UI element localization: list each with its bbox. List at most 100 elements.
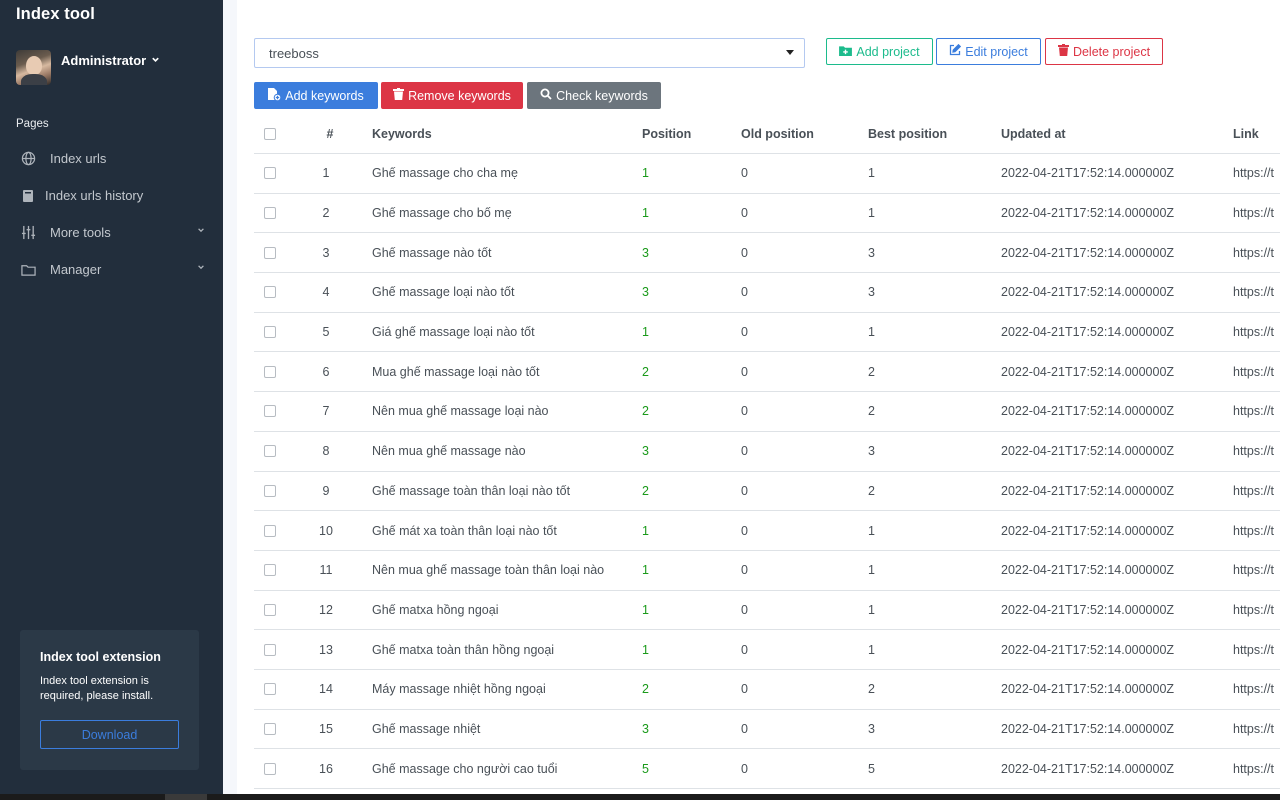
- sidebar-item-more-tools[interactable]: More tools: [0, 214, 223, 251]
- extension-card: Index tool extension Index tool extensio…: [20, 630, 199, 770]
- old-position-cell: 0: [741, 364, 748, 379]
- header-updated-at[interactable]: Updated at: [1001, 127, 1066, 141]
- best-position-cell: 1: [868, 206, 875, 221]
- link-cell[interactable]: https://t: [1233, 483, 1274, 498]
- row-number: 8: [322, 444, 330, 459]
- link-cell[interactable]: https://t: [1233, 682, 1274, 697]
- row-checkbox[interactable]: [264, 564, 276, 577]
- add-keywords-button[interactable]: Add keywords: [254, 82, 378, 109]
- project-select[interactable]: treeboss: [254, 38, 805, 68]
- position-cell: 1: [642, 523, 649, 538]
- keyword-cell: Ghế massage toàn thân loại nào tốt: [372, 483, 571, 498]
- chevron-down-icon: [197, 263, 205, 274]
- folder-icon: [20, 262, 36, 278]
- add-keywords-label: Add keywords: [285, 88, 364, 103]
- globe-icon: [20, 151, 36, 167]
- user-menu[interactable]: Administrator: [16, 50, 160, 85]
- row-checkbox[interactable]: [264, 683, 276, 696]
- row-checkbox[interactable]: [264, 603, 276, 616]
- check-keywords-label: Check keywords: [556, 88, 648, 103]
- link-cell[interactable]: https://t: [1233, 602, 1274, 617]
- header-link[interactable]: Link: [1233, 127, 1259, 141]
- best-position-cell: 1: [868, 602, 875, 617]
- link-cell[interactable]: https://t: [1233, 285, 1274, 300]
- chevron-down-icon: [151, 55, 160, 66]
- header-keywords[interactable]: Keywords: [372, 127, 432, 141]
- link-cell[interactable]: https://t: [1233, 364, 1274, 379]
- row-checkbox[interactable]: [264, 722, 276, 735]
- row-checkbox[interactable]: [264, 484, 276, 497]
- sidebar-item-index-urls[interactable]: Index urls: [0, 140, 223, 177]
- table-row: 10 Ghế mát xa toàn thân loại nào tốt 1 0 1 20…: [254, 511, 1280, 551]
- link-cell[interactable]: https://t: [1233, 563, 1274, 578]
- row-checkbox[interactable]: [264, 246, 276, 259]
- position-cell: 2: [642, 483, 649, 498]
- header-position[interactable]: Position: [642, 127, 692, 141]
- row-checkbox[interactable]: [264, 326, 276, 339]
- old-position-cell: 0: [741, 761, 748, 776]
- link-cell[interactable]: https://t: [1233, 721, 1274, 736]
- header-old-position[interactable]: Old position: [741, 127, 814, 141]
- table-row: 11 Nên mua ghế massage toàn thân loại nào…: [254, 551, 1280, 591]
- row-checkbox[interactable]: [264, 167, 276, 180]
- sidebar-item-index-urls-history[interactable]: Index urls history: [0, 177, 223, 214]
- row-checkbox[interactable]: [264, 365, 276, 378]
- select-all-checkbox[interactable]: [264, 128, 276, 140]
- table-row: 7 Nên mua ghế massage loại nào 2 0 2 2022-04-…: [254, 392, 1280, 432]
- chevron-down-icon: [197, 226, 205, 237]
- keyword-cell: Ghế massage loại nào tốt: [372, 285, 515, 300]
- row-checkbox[interactable]: [264, 445, 276, 458]
- download-button[interactable]: Download: [40, 720, 179, 749]
- sidebar-item-manager[interactable]: Manager: [0, 251, 223, 288]
- user-name-toggle[interactable]: Administrator: [61, 53, 160, 68]
- row-number: 7: [322, 404, 330, 419]
- best-position-cell: 1: [868, 523, 875, 538]
- sidebar-item-label: More tools: [50, 225, 111, 240]
- keyword-cell: Ghế massage nhiệt: [372, 721, 481, 736]
- bottom-bar-tab: [165, 794, 207, 800]
- position-cell: 2: [642, 364, 649, 379]
- position-cell: 2: [642, 682, 649, 697]
- trash-icon: [1057, 44, 1069, 59]
- row-checkbox[interactable]: [264, 207, 276, 220]
- link-cell[interactable]: https://t: [1233, 206, 1274, 221]
- edit-project-button[interactable]: Edit project: [936, 38, 1041, 65]
- row-checkbox[interactable]: [264, 643, 276, 656]
- row-checkbox-cell: [264, 551, 276, 590]
- content-gutter: [223, 0, 237, 800]
- link-cell[interactable]: https://t: [1233, 325, 1274, 340]
- link-cell[interactable]: https://t: [1233, 523, 1274, 538]
- sidebar-item-label: Manager: [50, 262, 102, 277]
- remove-keywords-button[interactable]: Remove keywords: [381, 82, 523, 109]
- row-checkbox-cell: [264, 710, 276, 749]
- check-keywords-button[interactable]: Check keywords: [527, 82, 661, 109]
- row-checkbox[interactable]: [264, 286, 276, 299]
- row-checkbox-cell: [264, 233, 276, 272]
- link-cell[interactable]: https://t: [1233, 444, 1274, 459]
- file-plus-icon: [268, 87, 282, 104]
- avatar: [16, 50, 51, 85]
- search-icon: [540, 88, 552, 103]
- row-number: 13: [319, 642, 333, 657]
- brand-title[interactable]: Index tool: [16, 5, 95, 23]
- link-cell[interactable]: https://t: [1233, 404, 1274, 419]
- row-checkbox[interactable]: [264, 405, 276, 418]
- link-cell[interactable]: https://t: [1233, 761, 1274, 776]
- extension-title: Index tool extension: [40, 650, 161, 664]
- updated-at-cell: 2022-04-21T17:52:14.000000Z: [1001, 166, 1175, 181]
- sidebar-nav: Index urls Index urls history More tools…: [0, 140, 223, 288]
- row-checkbox[interactable]: [264, 762, 276, 775]
- link-cell[interactable]: https://t: [1233, 166, 1274, 181]
- header-best-position[interactable]: Best position: [868, 127, 948, 141]
- row-number: 15: [319, 721, 333, 736]
- position-cell: 1: [642, 206, 649, 221]
- table-body: 1 Ghế massage cho cha mẹ 1 0 1 2022-04-21T17:…: [254, 154, 1280, 789]
- row-checkbox[interactable]: [264, 524, 276, 537]
- link-cell[interactable]: https://t: [1233, 642, 1274, 657]
- row-checkbox-cell: [264, 630, 276, 669]
- old-position-cell: 0: [741, 404, 748, 419]
- delete-project-button[interactable]: Delete project: [1045, 38, 1163, 65]
- link-cell[interactable]: https://t: [1233, 245, 1274, 260]
- add-project-button[interactable]: Add project: [826, 38, 933, 65]
- best-position-cell: 1: [868, 563, 875, 578]
